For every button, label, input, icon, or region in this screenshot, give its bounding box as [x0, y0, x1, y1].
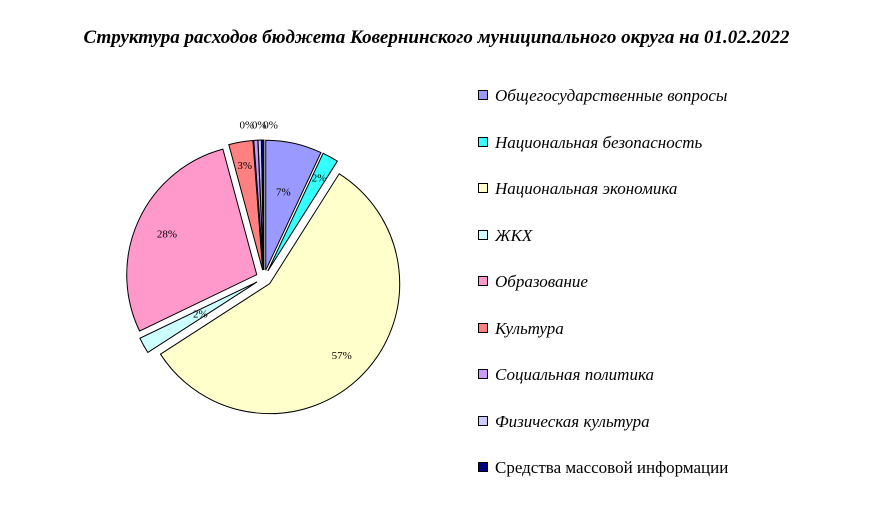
slice-percent-label: 3%: [237, 160, 252, 172]
slice-percent-label: 28%: [157, 229, 177, 241]
pie-slice: [139, 281, 258, 354]
chart-title: Структура расходов бюджета Ковернинского…: [83, 27, 790, 48]
legend-label: Национальная экономика: [495, 179, 678, 198]
legend-swatch: [478, 462, 488, 472]
legend-label: Социальная политика: [495, 365, 654, 384]
slice-percent-label: 57%: [332, 350, 352, 362]
legend-swatch: [478, 276, 488, 286]
legend-swatch: [478, 183, 488, 193]
pie-slice: [126, 148, 258, 332]
pie-slice: [265, 139, 322, 271]
slice-percent-label: 2%: [193, 309, 208, 321]
legend-swatch: [478, 322, 488, 333]
legend-label: Средства массовой информации: [495, 458, 729, 477]
legend-swatch: [478, 229, 488, 240]
slice-percent-label: 0%: [263, 119, 278, 131]
legend-label: Физическая культура: [495, 411, 650, 431]
slice-percent-label: 0%: [240, 120, 255, 132]
legend-swatch: [478, 90, 488, 100]
legend-label: Общегосударственные вопросы: [495, 86, 728, 105]
pie-slice: [260, 139, 265, 271]
legend-label: Образование: [495, 272, 588, 291]
legend-label: Культура: [495, 318, 564, 338]
pie-slice: [228, 139, 264, 271]
legend-swatch: [478, 415, 488, 426]
slice-percent-label: 2%: [312, 173, 327, 185]
legend-swatch: [478, 369, 488, 379]
slice-percent-label: 7%: [276, 187, 291, 199]
pie-slice: [159, 173, 401, 415]
legend-label: ЖКХ: [495, 225, 533, 245]
legend-swatch: [478, 136, 488, 147]
legend-label: Национальная безопасность: [495, 132, 703, 152]
slice-percent-label: 0%: [252, 119, 267, 131]
pie-slice: [267, 152, 339, 272]
